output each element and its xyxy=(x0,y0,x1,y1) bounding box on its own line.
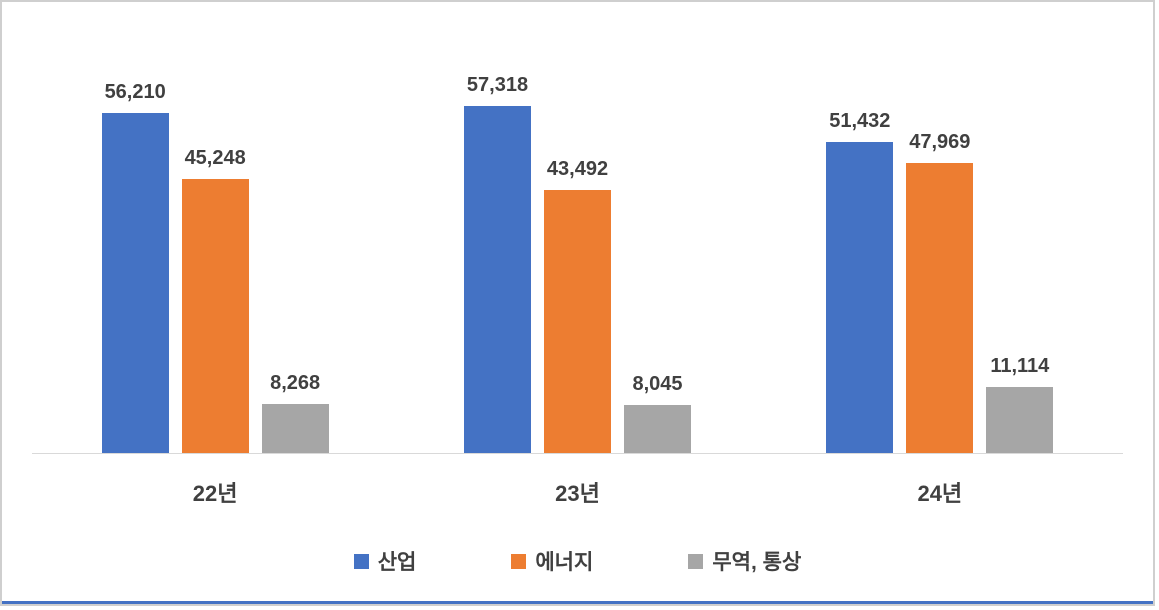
plot-area: 56,210 45,248 8,268 57,318 43,492 8,045 51,432… xyxy=(32,2,1123,454)
bar-value-label: 47,969 xyxy=(909,131,971,153)
bar-with-label: 8,268 xyxy=(261,372,329,454)
x-axis-label: 24년 xyxy=(917,481,963,506)
bar-with-label: 56,210 xyxy=(101,81,169,454)
bar xyxy=(826,142,894,454)
bar xyxy=(101,113,169,454)
legend: 산업 에너지 무역, 통상 xyxy=(2,546,1153,576)
bar-value-label: 45,248 xyxy=(184,147,246,169)
bottom-accent-line xyxy=(2,601,1153,604)
legend-item: 산업 xyxy=(353,546,417,576)
bar-value-label: 51,432 xyxy=(829,110,891,132)
bar-value-label: 43,492 xyxy=(546,158,609,180)
bar xyxy=(986,387,1054,454)
legend-label: 에너지 xyxy=(535,551,594,574)
bar xyxy=(543,190,611,454)
x-axis-label: 22년 xyxy=(192,481,238,506)
bar-group: 56,210 45,248 8,268 xyxy=(34,81,396,454)
bar-group: 51,432 47,969 11,114 xyxy=(759,110,1121,454)
x-axis-label: 23년 xyxy=(555,481,600,506)
bar-with-label: 11,114 xyxy=(986,355,1054,454)
bar xyxy=(623,405,691,454)
bar xyxy=(181,179,249,454)
bar-value-label: 56,210 xyxy=(104,81,166,103)
bar-group: 57,318 43,492 8,045 xyxy=(396,74,758,454)
bar-groups: 56,210 45,248 8,268 57,318 43,492 8,045 51,432… xyxy=(34,2,1121,454)
bar-value-label: 11,114 xyxy=(990,355,1050,377)
bar-value-label: 57,318 xyxy=(466,74,529,96)
legend-swatch-icon xyxy=(511,553,527,569)
bar-with-label: 8,045 xyxy=(623,373,691,454)
bar-with-label: 43,492 xyxy=(543,158,611,454)
bar xyxy=(261,404,329,454)
legend-swatch-icon xyxy=(688,553,704,569)
legend-item: 에너지 xyxy=(511,546,593,576)
legend-label: 산업 xyxy=(377,551,417,574)
bar-with-label: 57,318 xyxy=(463,74,531,454)
bar-value-label: 8,268 xyxy=(270,372,321,394)
x-axis-line xyxy=(32,453,1123,454)
bar-with-label: 47,969 xyxy=(906,131,974,454)
bar-with-label: 51,432 xyxy=(826,110,894,454)
bar xyxy=(463,106,531,454)
legend-label: 무역, 통상 xyxy=(712,551,802,574)
x-axis-labels: 22년 23년 24년 xyxy=(34,454,1121,508)
bar-value-label: 8,045 xyxy=(632,373,683,395)
bar-with-label: 45,248 xyxy=(181,147,249,454)
legend-swatch-icon xyxy=(353,553,369,569)
legend-item: 무역, 통상 xyxy=(688,546,801,576)
bar xyxy=(906,163,974,454)
